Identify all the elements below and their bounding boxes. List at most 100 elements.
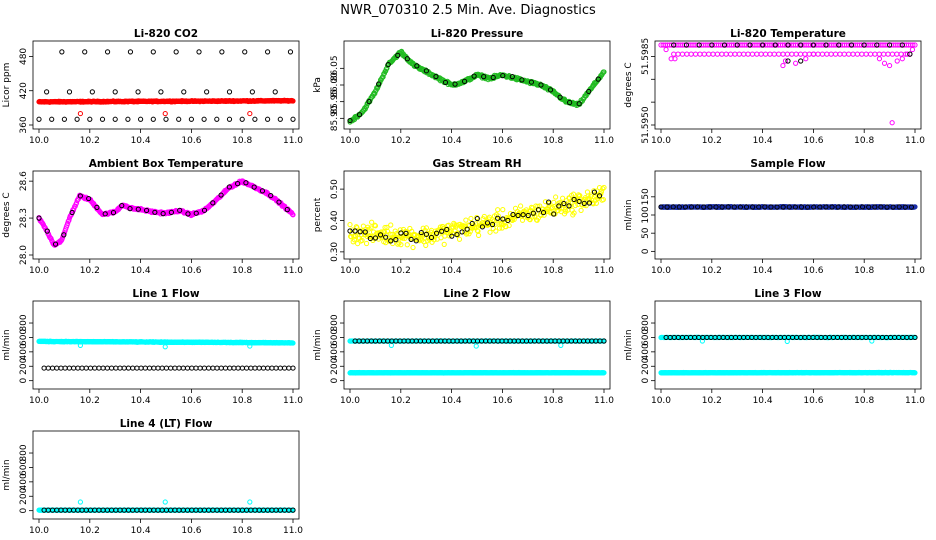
data-point (853, 204, 860, 210)
y-tick-label: 51.5985 (641, 38, 651, 75)
data-point (352, 228, 358, 234)
data-point (464, 226, 470, 232)
data-point (423, 225, 429, 231)
data-point (77, 342, 84, 348)
y-tick-label: 28.3 (19, 208, 29, 228)
y-tick-label: 150 (641, 188, 651, 205)
data-point (520, 212, 526, 218)
data-point (768, 204, 774, 210)
data-point (500, 73, 506, 79)
y-tick-label: 100 (641, 206, 651, 223)
y-tick-label: 600 (641, 329, 651, 346)
x-tick-label: 11.0 (283, 136, 303, 146)
y-tick-label: 0 (641, 248, 651, 254)
y-tick-label: 0 (19, 378, 29, 384)
data-point (214, 116, 220, 122)
x-tick-label: 10.2 (80, 266, 100, 276)
data-point (360, 223, 366, 229)
x-tick-label: 11.0 (283, 396, 303, 406)
y-axis-label: kPa (313, 77, 323, 93)
x-tick-label: 10.6 (492, 136, 512, 146)
x-tick-label: 10.0 (340, 396, 360, 406)
y-axis-label: degrees C (624, 62, 634, 107)
data-point (475, 232, 482, 238)
panel-title: Li-820 Pressure (431, 28, 524, 40)
data-point (887, 42, 893, 48)
data-point (576, 193, 582, 199)
series-main (36, 97, 296, 105)
data-point (780, 62, 786, 69)
data-point (500, 216, 506, 222)
data-point (701, 204, 707, 210)
data-point (848, 42, 855, 48)
y-axis-label: degrees C (2, 192, 12, 237)
data-point (734, 42, 740, 48)
data-point (912, 370, 918, 376)
y-axis-label: Licor ppm (2, 63, 12, 108)
x-tick-label: 10.0 (29, 396, 49, 406)
x-tick-label: 10.2 (80, 136, 100, 146)
data-point (907, 51, 913, 57)
data-point (388, 222, 394, 228)
data-point (473, 343, 479, 349)
data-point (163, 116, 169, 122)
data-point (36, 215, 42, 221)
series-second-level (671, 51, 913, 57)
panel-title: Gas Stream RH (432, 158, 521, 170)
data-point (454, 232, 461, 238)
data-point (601, 338, 607, 344)
data-point (586, 200, 592, 206)
data-point (596, 193, 603, 199)
data-point (600, 186, 606, 192)
y-tick-label: 600 (19, 329, 29, 346)
x-tick-label: 10.4 (131, 396, 151, 406)
data-point (859, 204, 866, 210)
data-point (196, 49, 202, 55)
data-point (382, 224, 388, 231)
data-point (696, 42, 702, 48)
data-point (546, 199, 552, 205)
series-red-outliers (77, 110, 253, 117)
data-point (896, 204, 902, 210)
x-tick-label: 10.8 (232, 396, 252, 406)
data-point (235, 181, 241, 187)
plot-area (36, 338, 296, 371)
x-tick-label: 10.4 (442, 266, 462, 276)
data-point (441, 241, 447, 247)
data-point (185, 211, 191, 217)
data-point (89, 89, 95, 95)
data-point (367, 235, 373, 242)
data-point (540, 209, 547, 216)
data-point (357, 229, 363, 235)
y-tick-label: 200 (641, 357, 651, 374)
data-point (836, 42, 842, 48)
x-tick-label: 10.0 (651, 136, 671, 146)
data-point (49, 116, 55, 122)
data-point (586, 88, 592, 95)
plot-area (658, 42, 918, 126)
data-point (538, 82, 544, 88)
data-point (210, 200, 216, 206)
plot-area (658, 203, 918, 211)
data-point (571, 196, 577, 203)
data-point (908, 204, 915, 210)
data-point (362, 106, 368, 112)
data-point (413, 238, 419, 244)
data-point (474, 215, 480, 222)
panel-title: Line 3 Flow (754, 288, 821, 300)
data-point (444, 226, 450, 233)
data-point (459, 229, 465, 235)
data-point (456, 236, 463, 242)
data-point (150, 49, 156, 55)
y-tick-label: 28.6 (19, 171, 29, 191)
series-line-3-low (658, 369, 918, 376)
data-point (515, 212, 521, 219)
plot-frame (32, 170, 300, 260)
x-tick-label: 10.2 (702, 136, 722, 146)
x-tick-label: 10.0 (29, 136, 49, 146)
data-point (127, 49, 134, 55)
data-point (909, 46, 916, 53)
data-point (547, 87, 554, 93)
data-point (193, 210, 199, 216)
